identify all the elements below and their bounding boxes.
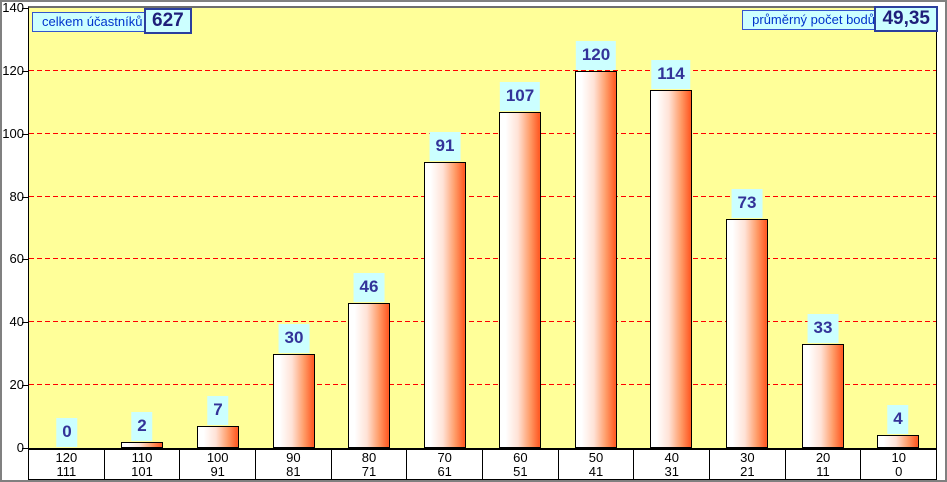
x-category-upper: 50 bbox=[588, 450, 604, 465]
bar-value-label: 120 bbox=[575, 41, 617, 70]
grid-line bbox=[29, 321, 936, 322]
x-category-lower: 71 bbox=[361, 464, 377, 479]
y-tick-label: 20 bbox=[9, 377, 24, 392]
x-category-upper: 90 bbox=[286, 450, 301, 465]
y-tick-mark bbox=[22, 448, 29, 449]
average-points-value: 49,35 bbox=[874, 6, 938, 32]
y-tick-mark bbox=[22, 8, 29, 9]
average-points-label: průměrný počet bodů bbox=[742, 10, 885, 30]
x-category-cell: 80 71 bbox=[332, 450, 408, 479]
bar bbox=[424, 162, 466, 448]
x-category-cell: 90 81 bbox=[256, 450, 332, 479]
total-participants-value: 627 bbox=[144, 8, 192, 34]
bar bbox=[121, 442, 163, 448]
x-category-lower: 61 bbox=[437, 464, 452, 479]
plot-area: 0 2 7 30 46 91 107 120 114 73 33 4 bbox=[28, 6, 937, 449]
x-category-cell: 30 21 bbox=[710, 450, 786, 479]
x-category-cell: 40 31 bbox=[634, 450, 711, 479]
y-tick-label: 40 bbox=[9, 314, 24, 329]
grid-line bbox=[29, 70, 936, 71]
y-tick-mark bbox=[22, 259, 29, 260]
y-tick-label: 120 bbox=[2, 63, 24, 78]
bar bbox=[575, 71, 617, 448]
x-category-cell: 10 0 bbox=[861, 450, 936, 479]
x-category-cell: 60 51 bbox=[483, 450, 559, 479]
x-category-lower: 0 bbox=[895, 464, 903, 479]
bar-value-label: 114 bbox=[651, 60, 691, 89]
bar bbox=[348, 303, 390, 448]
x-category-upper: 70 bbox=[437, 450, 452, 465]
x-category-lower: 51 bbox=[513, 464, 528, 479]
bar-value-label: 91 bbox=[429, 132, 461, 161]
grid-line bbox=[29, 384, 936, 385]
bar bbox=[726, 219, 768, 448]
y-tick-label: 60 bbox=[9, 251, 24, 266]
bar bbox=[273, 354, 315, 448]
bar-value-label: 30 bbox=[278, 324, 310, 353]
y-tick-label: 100 bbox=[2, 126, 24, 141]
grid-line bbox=[29, 133, 936, 134]
grid-line bbox=[29, 196, 936, 197]
x-category-lower: 101 bbox=[131, 464, 153, 479]
y-tick-label: 80 bbox=[9, 189, 24, 204]
x-category-lower: 41 bbox=[588, 464, 604, 479]
y-tick-mark bbox=[22, 385, 29, 386]
x-category-lower: 21 bbox=[740, 464, 755, 479]
bar-value-label: 33 bbox=[807, 314, 839, 343]
x-category-upper: 40 bbox=[664, 450, 679, 465]
x-category-upper: 80 bbox=[361, 450, 377, 465]
bar-value-label: 107 bbox=[499, 82, 541, 111]
bar-value-label: 73 bbox=[731, 189, 763, 218]
x-category-upper: 120 bbox=[55, 450, 78, 465]
bar bbox=[650, 90, 692, 448]
x-category-cell: 50 41 bbox=[559, 450, 635, 479]
y-tick-mark bbox=[22, 134, 29, 135]
x-category-cell: 110 101 bbox=[105, 450, 181, 479]
x-category-upper: 110 bbox=[131, 450, 153, 465]
y-tick-label: 140 bbox=[2, 0, 24, 15]
x-category-lower: 31 bbox=[664, 464, 679, 479]
bar-value-label: 2 bbox=[131, 412, 153, 441]
x-category-lower: 91 bbox=[210, 464, 225, 479]
bar-value-label: 0 bbox=[56, 418, 78, 447]
bar-value-label: 46 bbox=[353, 273, 385, 302]
x-category-upper: 100 bbox=[206, 450, 229, 465]
x-category-cell: 20 11 bbox=[786, 450, 862, 479]
x-category-upper: 10 bbox=[891, 450, 906, 465]
x-category-lower: 111 bbox=[56, 464, 77, 479]
y-tick-mark bbox=[22, 322, 29, 323]
bar bbox=[877, 435, 919, 448]
bar bbox=[197, 426, 239, 448]
total-participants-label: celkem účastníků bbox=[32, 12, 153, 32]
bar bbox=[499, 112, 541, 448]
y-tick-mark bbox=[22, 71, 29, 72]
bar-value-label: 7 bbox=[207, 396, 229, 425]
x-category-cell: 100 91 bbox=[180, 450, 257, 479]
x-axis: 120 111 110 101 100 91 90 81 80 71 70 61 60 51 50 41 40 3… bbox=[28, 449, 937, 480]
x-category-cell: 70 61 bbox=[407, 450, 484, 479]
bar bbox=[802, 344, 844, 448]
x-category-upper: 30 bbox=[740, 450, 755, 465]
bar-value-label: 4 bbox=[887, 405, 909, 434]
y-tick-mark bbox=[22, 197, 29, 198]
x-category-cell: 120 111 bbox=[29, 450, 105, 479]
y-tick-label: 0 bbox=[16, 440, 24, 455]
grid-line bbox=[29, 258, 936, 259]
x-category-upper: 20 bbox=[815, 450, 831, 465]
x-category-lower: 81 bbox=[286, 464, 301, 479]
x-category-upper: 60 bbox=[513, 450, 528, 465]
x-category-lower: 11 bbox=[816, 464, 830, 479]
